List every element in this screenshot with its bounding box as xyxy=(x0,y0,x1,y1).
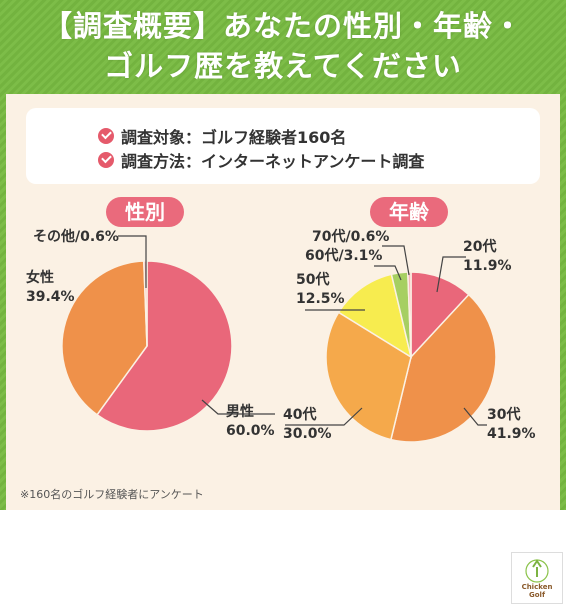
label-70s: 70代/0.6% xyxy=(312,228,389,245)
slice-70s xyxy=(407,271,412,358)
label-male: 男性 60.0% xyxy=(226,403,275,439)
page-title: 【調査概要】あなたの性別・年齢・ ゴルフ歴を教えてください xyxy=(0,6,566,86)
footnote: ※160名のゴルフ経験者にアンケート xyxy=(20,488,204,501)
label-50s: 50代 12.5% xyxy=(296,271,345,307)
logo-line-1: Chicken xyxy=(521,583,553,591)
slice-50s xyxy=(337,273,413,359)
slice-30s xyxy=(389,293,497,443)
brand-logo: Chicken Golf xyxy=(511,552,563,604)
leader-line xyxy=(374,265,402,281)
chicken-icon xyxy=(525,559,549,583)
label-60s: 60代/3.1% xyxy=(305,247,382,264)
title-line-1: 【調査概要】あなたの性別・年齢・ xyxy=(42,9,523,43)
gender-labels: その他/0.6% 女性 39.4% 男性 60.0% xyxy=(26,228,275,439)
slice-male xyxy=(95,260,233,432)
leader-line xyxy=(463,407,487,426)
survey-target-row: 調査対象：ゴルフ経験者160名 xyxy=(98,124,346,148)
leader-line xyxy=(201,399,275,415)
content-panel: 調査対象：ゴルフ経験者160名 調査方法：インターネットアンケート調査 性別 年… xyxy=(6,94,563,604)
check-icon xyxy=(98,128,114,144)
survey-method-text: 調査方法：インターネットアンケート調査 xyxy=(121,152,425,171)
leader-line xyxy=(436,256,466,293)
slice-female xyxy=(61,260,148,416)
slice-20s xyxy=(410,271,470,359)
survey-method-row: 調査方法：インターネットアンケート調査 xyxy=(98,148,424,172)
label-30s: 30代 41.9% xyxy=(487,406,536,442)
age-pie-chart xyxy=(325,271,497,443)
logo-line-2: Golf xyxy=(529,591,545,599)
label-40s: 40代 30.0% xyxy=(283,406,332,442)
title-line-2: ゴルフ歴を教えてください xyxy=(104,49,462,83)
gender-pie-chart xyxy=(61,260,233,432)
gender-chart-title: 性別 xyxy=(106,197,184,227)
age-labels: 70代/0.6% 60代/3.1% 50代 12.5% 40代 30.0% 20代 11.9%… xyxy=(283,228,536,442)
survey-target-text: 調査対象：ゴルフ経験者160名 xyxy=(121,128,347,147)
age-chart-title: 年齢 xyxy=(370,197,448,227)
label-other: その他/0.6% xyxy=(33,228,119,245)
label-female: 女性 39.4% xyxy=(26,269,75,305)
leader-line xyxy=(118,235,147,288)
leader-line xyxy=(382,245,410,276)
charts-layer: その他/0.6% 女性 39.4% 男性 60.0% 70代/0.6% 60代/3.1% 5… xyxy=(26,228,536,443)
label-20s: 20代 11.9% xyxy=(463,238,512,274)
survey-info-box: 調査対象：ゴルフ経験者160名 調査方法：インターネットアンケート調査 xyxy=(26,108,540,184)
check-icon xyxy=(98,152,114,168)
leader-line xyxy=(285,407,363,426)
